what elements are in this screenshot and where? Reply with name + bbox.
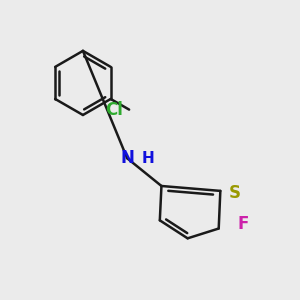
- Text: S: S: [229, 184, 241, 202]
- Text: F: F: [238, 214, 249, 232]
- Text: N: N: [120, 149, 134, 167]
- Text: H: H: [142, 151, 155, 166]
- Text: Cl: Cl: [105, 100, 123, 118]
